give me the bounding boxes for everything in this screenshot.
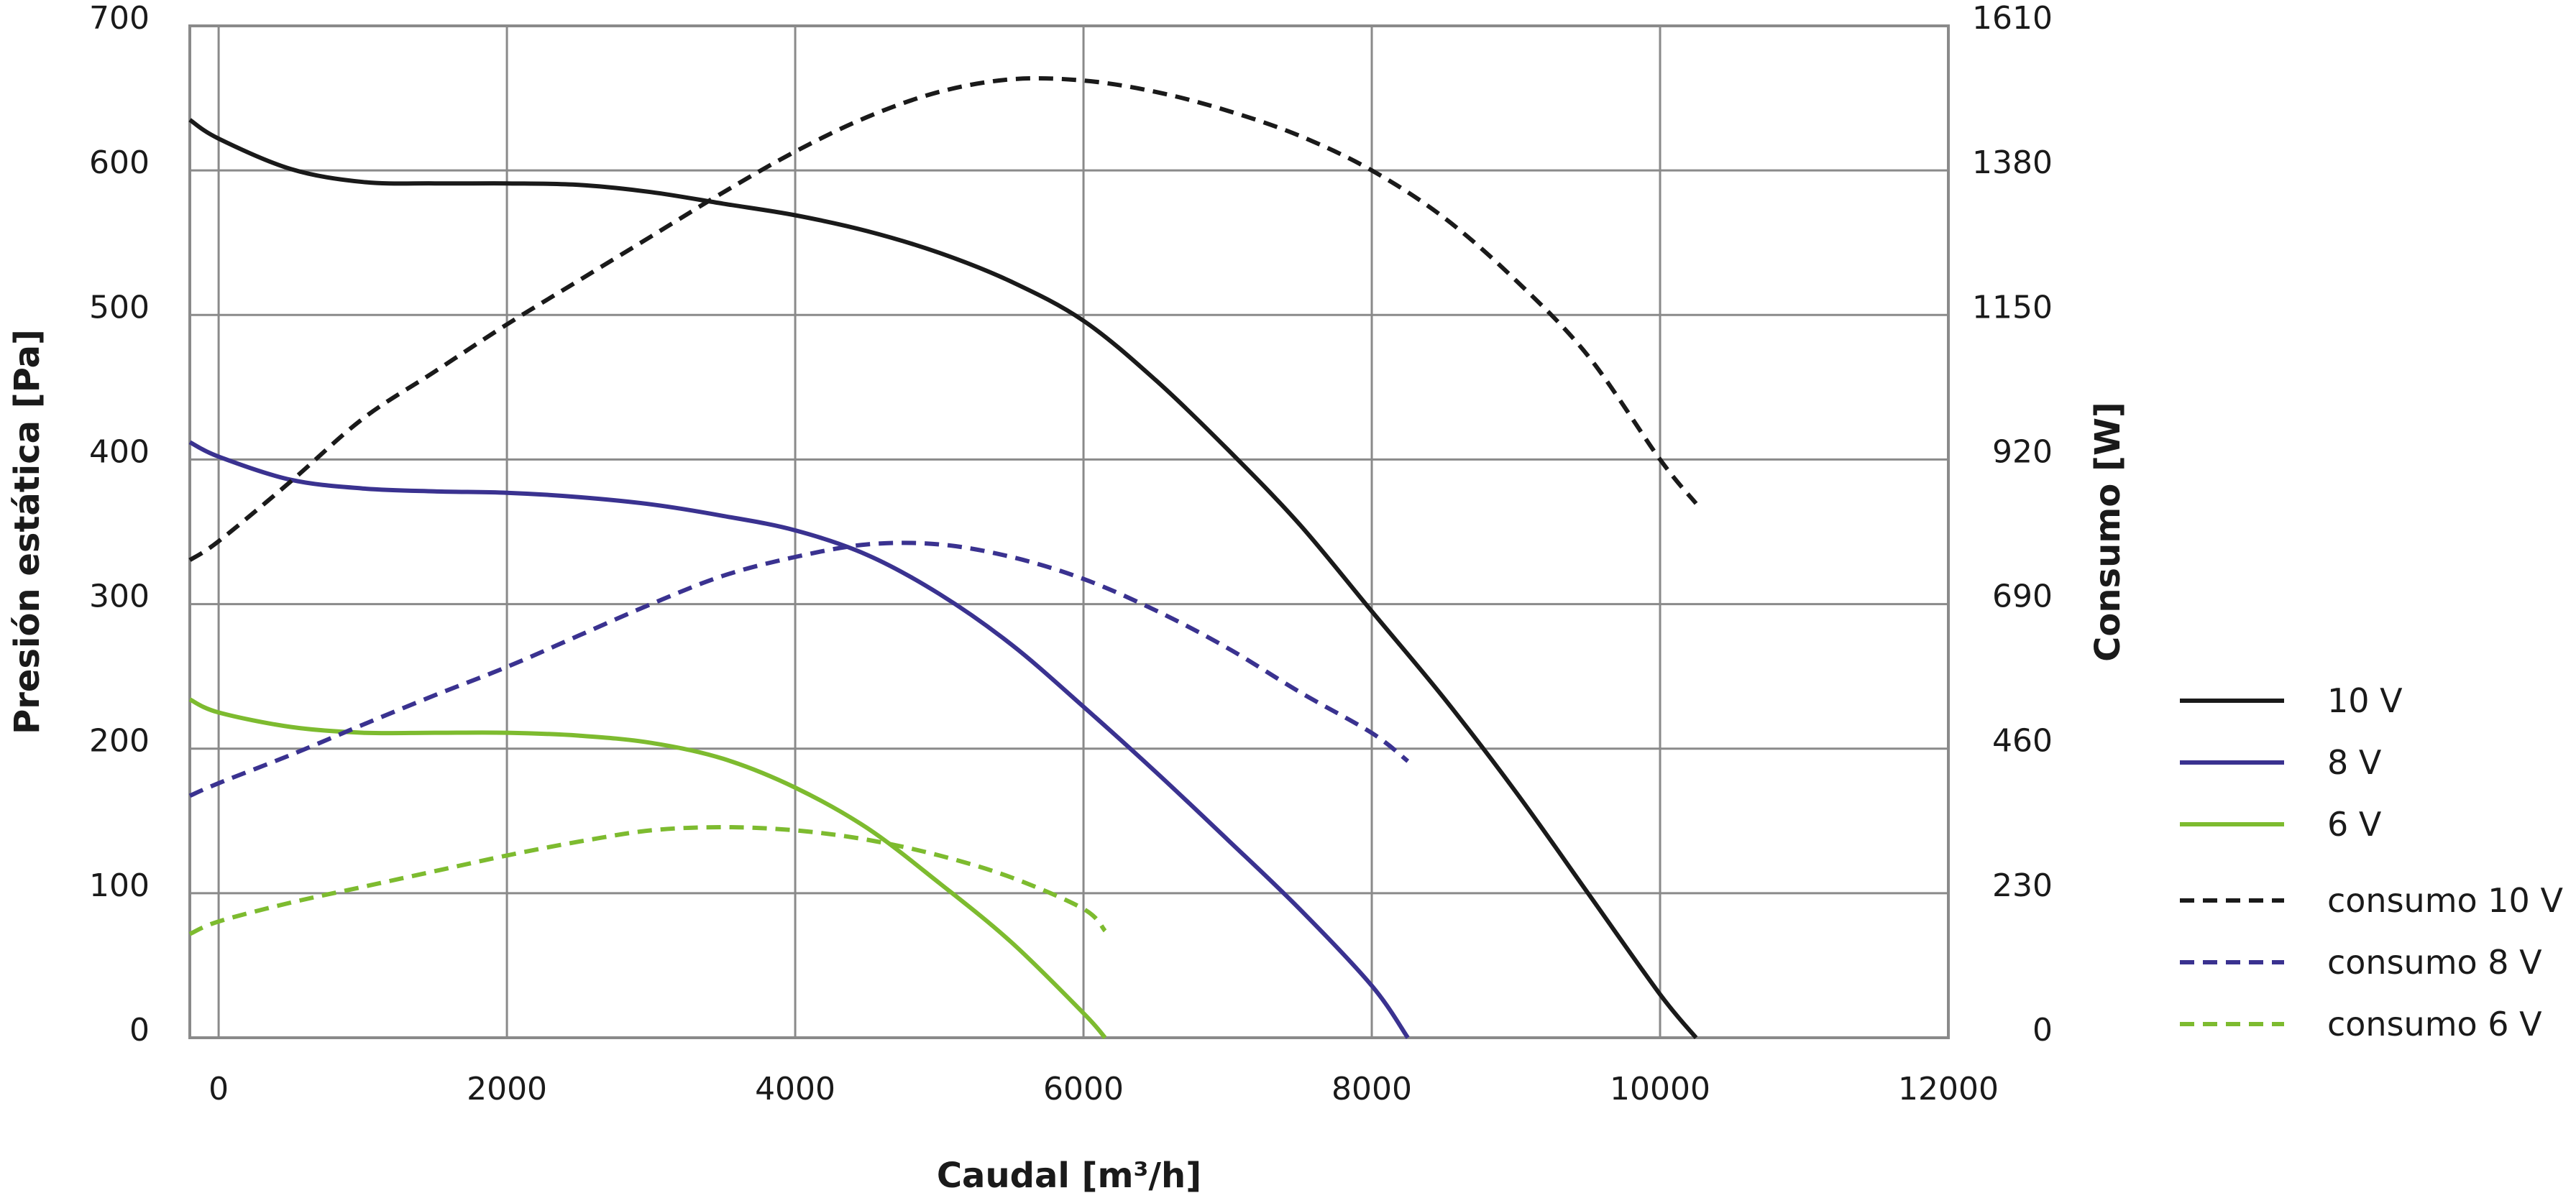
x-tick-label: 2000 xyxy=(467,1071,547,1107)
y2-tick-labels: 0 230 460 690 920 1150 1380 1610 xyxy=(1972,0,2053,1049)
y-tick-labels: 0 100 200 300 400 500 600 700 xyxy=(89,0,150,1049)
series-line-consumo-6-v xyxy=(188,825,1107,936)
y2-tick-label: 1610 xyxy=(1972,0,2053,37)
y-axis-title: Presión estática [Pa] xyxy=(7,329,47,734)
legend: 10 V 8 V 6 V consumo 10 V consumo 8 V consumo… xyxy=(2180,681,2563,1043)
y-tick-label: 100 xyxy=(89,867,150,904)
y-tick-label: 0 xyxy=(129,1012,150,1049)
legend-label: consumo 8 V xyxy=(2327,943,2542,982)
y2-tick-label: 460 xyxy=(1992,723,2053,760)
y-tick-label: 300 xyxy=(89,579,150,615)
x-tick-label: 10000 xyxy=(1610,1071,1710,1107)
y2-axis-title: Consumo [W] xyxy=(2088,402,2128,662)
series-line-consumo-8-v xyxy=(188,540,1410,798)
x-tick-label: 4000 xyxy=(755,1071,835,1107)
y2-tick-label: 1380 xyxy=(1972,144,2053,181)
y-tick-label: 200 xyxy=(89,723,150,760)
series-line-6-v xyxy=(188,697,1107,1039)
series-line-consumo-10-v xyxy=(188,75,1698,562)
legend-label: 10 V xyxy=(2327,681,2403,720)
y2-tick-label: 690 xyxy=(1992,579,2053,615)
legend-label: 8 V xyxy=(2327,743,2382,782)
plot-frame xyxy=(188,24,1950,1039)
y2-tick-label: 1150 xyxy=(1972,289,2053,326)
x-tick-label: 0 xyxy=(208,1071,229,1107)
series-line-10-v xyxy=(188,118,1698,1039)
y-tick-label: 400 xyxy=(89,433,150,470)
grid xyxy=(190,24,1950,1039)
series-line-8-v xyxy=(188,440,1410,1039)
legend-label: consumo 10 V xyxy=(2327,881,2563,920)
y-tick-label: 700 xyxy=(89,0,150,37)
y-tick-label: 600 xyxy=(89,144,150,181)
x-tick-label: 12000 xyxy=(1898,1071,1999,1107)
series-lines xyxy=(188,75,1698,1039)
x-tick-label: 8000 xyxy=(1331,1071,1412,1107)
x-tick-label: 6000 xyxy=(1043,1071,1124,1107)
x-tick-labels: 0 2000 4000 6000 8000 10000 12000 xyxy=(208,1071,1999,1107)
y2-tick-label: 230 xyxy=(1992,867,2053,904)
legend-label: consumo 6 V xyxy=(2327,1005,2542,1043)
y2-tick-label: 0 xyxy=(2032,1012,2053,1049)
y2-tick-label: 920 xyxy=(1992,433,2053,470)
legend-label: 6 V xyxy=(2327,805,2382,844)
x-axis-title: Caudal [m³/h] xyxy=(937,1156,1201,1196)
y-tick-label: 500 xyxy=(89,289,150,326)
